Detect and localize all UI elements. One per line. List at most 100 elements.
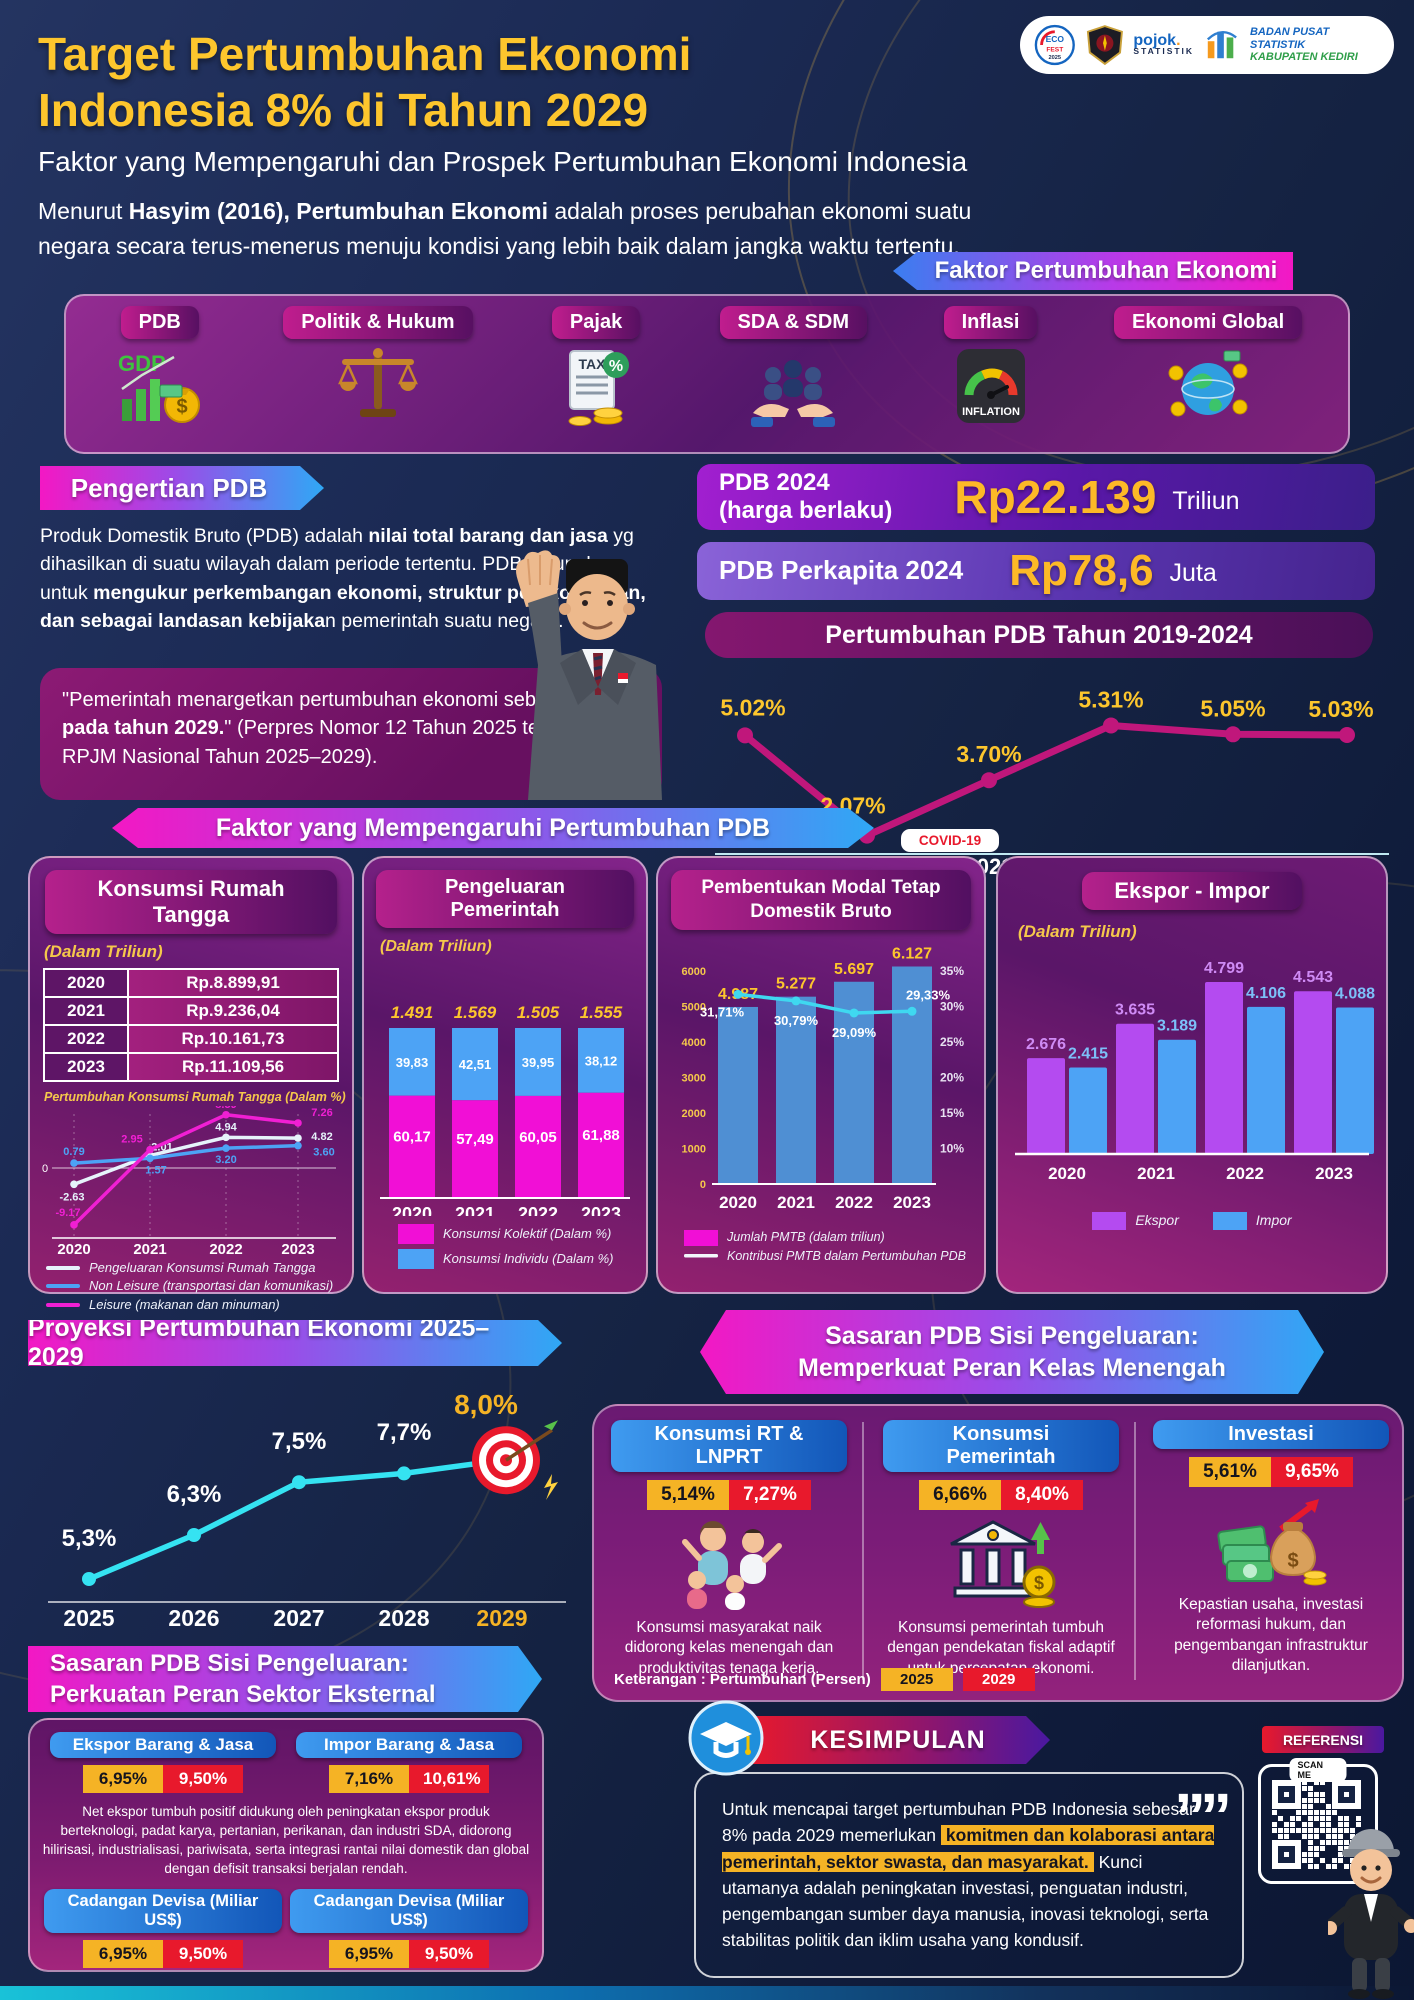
growth-badges: 6,95% 9,50% [83, 1765, 243, 1793]
svg-text:4.94: 4.94 [215, 1121, 237, 1133]
pengertian-p3: n pemerintah suatu negara. [325, 609, 564, 632]
legend-label: Pengeluaran Konsumsi Rumah Tangga [89, 1260, 316, 1275]
svg-text:2.676: 2.676 [1026, 1036, 1066, 1053]
row-value: Rp.9.236,04 [127, 996, 339, 1026]
badge-2025: 5,61% [1189, 1457, 1271, 1487]
factor-inflasi-label: Inflasi [943, 306, 1038, 339]
row-year: 2022 [43, 1024, 129, 1054]
pmtb-title-line1: Pembentukan Modal Tetap [701, 877, 941, 898]
svg-text:$: $ [1287, 1550, 1298, 1572]
svg-text:4.106: 4.106 [1246, 985, 1286, 1002]
pengertian-b2: mengukur perkembangan ekonomi, struktur … [40, 581, 646, 632]
tax-icon: TAX % [568, 350, 630, 426]
svg-text:6.127: 6.127 [892, 945, 932, 962]
svg-text:0: 0 [700, 1179, 706, 1191]
svg-text:2.415: 2.415 [1068, 1045, 1108, 1062]
panel-pengeluaran-pemerintah: Pengeluaran Pemerintah (Dalam Triliun) 1… [362, 856, 648, 1294]
pengeluaran-title: Pengeluaran Pemerintah [376, 870, 634, 928]
svg-text:29,09%: 29,09% [832, 1024, 877, 1039]
legend-item: Non Leisure (transportasi dan komunikasi… [46, 1278, 352, 1294]
badge-2029: 8,40% [1001, 1480, 1083, 1510]
pmtb-chart: 0 1000 2000 3000 4000 5000 6000 10% 15% 20% 25% 30%… [682, 945, 965, 1212]
svg-text:1.491: 1.491 [391, 1003, 434, 1022]
factor-inflasi: Inflasi INFLATION [943, 306, 1039, 433]
row-year: 2020 [43, 968, 129, 998]
svg-text:7,7%: 7,7% [377, 1419, 432, 1446]
pengertian-ribbon: Pengertian PDB [40, 466, 324, 510]
svg-text:3.70%: 3.70% [956, 741, 1021, 767]
svg-text:1.569: 1.569 [454, 1003, 497, 1022]
svg-text:5.697: 5.697 [834, 960, 874, 977]
kesimpulan-p2: Kunci utamanya adalah peningkatan invest… [722, 1851, 1209, 1951]
svg-text:TAX: TAX [579, 356, 607, 372]
gdp-icon: GDP $ [118, 351, 200, 423]
svg-text:-2.63: -2.63 [59, 1191, 84, 1203]
badge-2025: 6,95% [83, 1939, 163, 1968]
svg-text:2.95: 2.95 [121, 1134, 142, 1146]
column-divider [862, 1422, 864, 1680]
svg-text:2021: 2021 [777, 1193, 815, 1212]
factor-politik-label: Politik & Hukum [283, 306, 473, 339]
legend-label: Konsumsi Kolektif (Dalam %) [443, 1225, 612, 1241]
svg-text:5.03%: 5.03% [1308, 696, 1373, 722]
pengeluaran-unit-note: (Dalam Triliun) [380, 938, 492, 955]
col-desc: Konsumsi masyarakat naik didorong kelas … [624, 1619, 834, 1677]
legend-label: Leisure (makanan dan minuman) [89, 1296, 280, 1312]
growth-badges: 6,95% 9,50% [83, 1939, 243, 1968]
factor-sda-sdm: SDA & SDM [719, 306, 868, 433]
pdb-perkapita-label: PDB Perkapita 2024 [719, 555, 964, 586]
svg-text:29,33%: 29,33% [906, 987, 951, 1002]
pojok-wordmark: pojok [1133, 31, 1177, 49]
ecofest-logo: ECO FEST 2025 [1034, 24, 1075, 66]
item-header: Ekspor Barang & Jasa [50, 1732, 276, 1758]
svg-text:$: $ [1034, 1573, 1044, 1593]
sasaran-menengah-title1: Sasaran PDB Sisi Pengeluaran: [825, 1321, 1199, 1350]
kesimpulan-ribbon: KESIMPULAN [746, 1716, 1050, 1764]
svg-text:39,83: 39,83 [396, 1055, 429, 1070]
svg-text:61,88: 61,88 [582, 1127, 620, 1144]
pmtb-title: Pembentukan Modal Tetap Domestik Bruto [671, 870, 971, 930]
pdb-2024-value: Rp22.139 [954, 471, 1157, 523]
badge-2025: 7,16% [329, 1765, 409, 1793]
legend-item: Konsumsi Individu (Dalam %) [398, 1249, 646, 1269]
svg-text:20%: 20% [940, 1070, 964, 1084]
svg-text:2025: 2025 [63, 1605, 114, 1631]
svg-text:6000: 6000 [682, 966, 706, 978]
pdb-perkapita-unit: Juta [1169, 559, 1217, 587]
svg-text:8,0%: 8,0% [454, 1389, 518, 1420]
legend-label: Konsumsi Individu (Dalam %) [443, 1250, 614, 1266]
column-konsumsi-rt: Konsumsi RT & LNPRT 5,14% 7,27% Konsumsi… [604, 1420, 854, 1679]
svg-text:57,49: 57,49 [456, 1131, 494, 1148]
konsumsi-table: 2020 Rp.8.899,91 2021 Rp.9.236,04 2022 Rp.1… [43, 968, 339, 1082]
legend-item: Kontribusi PMTB dalam Pertumbuhan PDB [684, 1249, 984, 1265]
ekspor-barang-jasa: Ekspor Barang & Jasa 6,95% 9,50% [50, 1732, 276, 1793]
svg-text:3.635: 3.635 [1115, 1002, 1155, 1019]
svg-text:1.505: 1.505 [517, 1003, 560, 1022]
table-row: 2020 Rp.8.899,91 [43, 968, 339, 998]
factor-sda-sdm-label: SDA & SDM [719, 306, 868, 339]
row-value: Rp.10.161,73 [127, 1024, 339, 1054]
svg-text:2022: 2022 [835, 1193, 873, 1212]
svg-text:7.26: 7.26 [311, 1107, 332, 1119]
factor-ekonomi-global-label: Ekonomi Global [1114, 306, 1303, 339]
page-subtitle: Faktor yang Mempengaruhi dan Prospek Per… [38, 146, 968, 177]
svg-text:0: 0 [42, 1163, 48, 1175]
intro-prefix: Menurut [38, 198, 129, 224]
svg-text:5.05%: 5.05% [1200, 695, 1265, 721]
pmtb-title-line2: Domestik Bruto [750, 900, 892, 922]
intro-rest: adalah proses perubahan ekonomi suatu ne… [38, 198, 972, 259]
bps-line2: KABUPATEN KEDIRI [1249, 51, 1358, 64]
badge-2025: 6,66% [919, 1480, 1001, 1510]
col-header: Konsumsi RT & LNPRT [611, 1420, 847, 1472]
sasaran-eksternal-panel: Ekspor Barang & Jasa 6,95% 9,50% Impor B… [28, 1718, 544, 1972]
svg-text:2023: 2023 [893, 1193, 931, 1212]
svg-text:4.82: 4.82 [311, 1131, 332, 1143]
col-header: Konsumsi Pemerintah [883, 1420, 1119, 1472]
logo-strip: ECO FEST 2025 pojok. STATISTIK BADAN PUS… [1020, 16, 1394, 74]
keterangan-row: Keterangan : Pertumbuhan (Persen) 2025 2… [614, 1668, 1035, 1691]
pdb-2024-label-line2: (harga berlaku) [719, 497, 893, 524]
legend-label: Jumlah PMTB (dalam triliun) [727, 1229, 885, 1244]
pojok-statistik-logo: pojok. STATISTIK [1133, 31, 1195, 57]
factor-ribbon: Faktor Pertumbuhan Ekonomi [893, 252, 1293, 290]
factor-pajak-label: Pajak [551, 306, 641, 339]
